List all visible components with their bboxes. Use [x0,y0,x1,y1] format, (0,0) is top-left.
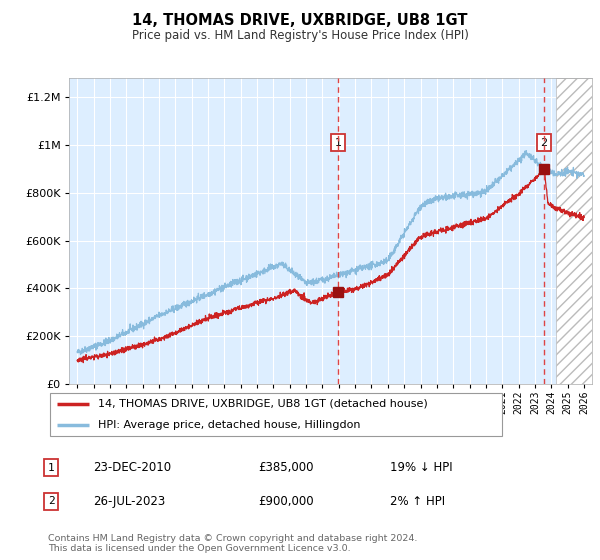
Text: 14, THOMAS DRIVE, UXBRIDGE, UB8 1GT (detached house): 14, THOMAS DRIVE, UXBRIDGE, UB8 1GT (det… [98,399,428,409]
Text: 23-DEC-2010: 23-DEC-2010 [93,461,171,474]
Text: 2% ↑ HPI: 2% ↑ HPI [390,494,445,508]
Text: 1: 1 [335,138,342,148]
Text: Contains HM Land Registry data © Crown copyright and database right 2024.
This d: Contains HM Land Registry data © Crown c… [48,534,418,553]
Text: 1: 1 [47,463,55,473]
Text: Price paid vs. HM Land Registry's House Price Index (HPI): Price paid vs. HM Land Registry's House … [131,29,469,42]
Text: HPI: Average price, detached house, Hillingdon: HPI: Average price, detached house, Hill… [98,420,361,430]
Text: 2: 2 [47,496,55,506]
Text: 14, THOMAS DRIVE, UXBRIDGE, UB8 1GT: 14, THOMAS DRIVE, UXBRIDGE, UB8 1GT [132,13,468,28]
Bar [556,78,592,384]
Text: 26-JUL-2023: 26-JUL-2023 [93,494,165,508]
Text: 2: 2 [541,138,548,148]
Text: £900,000: £900,000 [258,494,314,508]
Text: £385,000: £385,000 [258,461,314,474]
Text: 19% ↓ HPI: 19% ↓ HPI [390,461,452,474]
FancyBboxPatch shape [50,393,502,436]
